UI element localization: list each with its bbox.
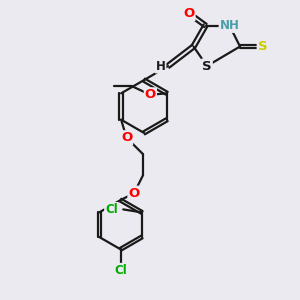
Text: H: H	[156, 59, 165, 73]
Text: O: O	[121, 131, 132, 144]
Text: S: S	[202, 59, 212, 73]
Text: Cl: Cl	[105, 203, 118, 216]
Text: NH: NH	[220, 19, 239, 32]
Text: S: S	[258, 40, 267, 53]
Text: O: O	[145, 88, 156, 101]
Text: Cl: Cl	[114, 264, 127, 277]
Text: O: O	[128, 187, 140, 200]
Text: O: O	[183, 7, 195, 20]
